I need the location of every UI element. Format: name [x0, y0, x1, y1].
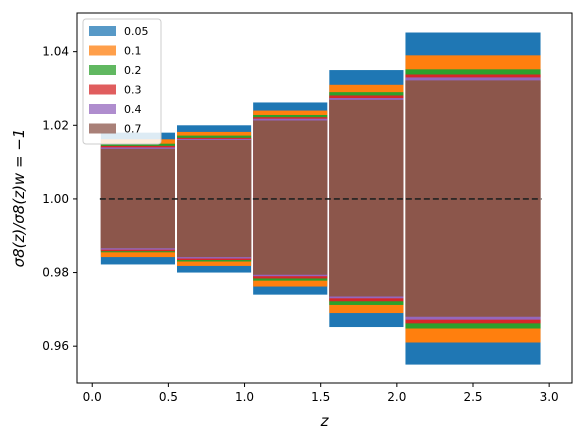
x-tick-label: 1.5 [311, 390, 330, 404]
y-tick-label: 0.96 [42, 339, 69, 353]
legend-swatch [89, 123, 116, 134]
legend-label: 0.1 [124, 45, 142, 58]
y-tick-label: 0.98 [42, 266, 69, 280]
legend-swatch [89, 26, 116, 36]
x-tick-label: 1.0 [235, 390, 254, 404]
legend-swatch [89, 84, 116, 95]
plot-area [99, 32, 542, 365]
legend-label: 0.05 [124, 25, 149, 38]
y-tick-label: 1.04 [42, 45, 69, 59]
legend-label: 0.4 [124, 103, 142, 116]
x-tick-label: 2.0 [387, 390, 406, 404]
x-tick-label: 2.5 [463, 390, 482, 404]
legend-label: 0.7 [124, 123, 142, 136]
legend-swatch [89, 45, 116, 56]
x-axis: 0.0 0.5 1.0 1.5 2.0 2.5 3.0 [83, 383, 559, 404]
y-tick-label: 1.02 [42, 118, 69, 132]
legend: 0.05 0.1 0.2 0.3 0.4 0.7 [82, 18, 162, 145]
legend-swatch [89, 104, 116, 114]
x-axis-label: z [320, 412, 330, 430]
legend-swatch [89, 65, 116, 75]
band-0_7-bin-3 [253, 120, 328, 275]
x-tick-label: 3.0 [540, 390, 559, 404]
y-axis: 0.96 0.98 1.00 1.02 1.04 [42, 45, 77, 353]
x-tick-label: 0.0 [83, 390, 102, 404]
y-tick-label: 1.00 [42, 192, 69, 206]
y-axis-label: σ8(z)/σ8(z)w = −1 [10, 129, 28, 268]
axes-frame [76, 12, 573, 384]
legend-label: 0.2 [124, 64, 142, 77]
x-tick-label: 0.5 [159, 390, 178, 404]
legend-label: 0.3 [124, 84, 142, 97]
